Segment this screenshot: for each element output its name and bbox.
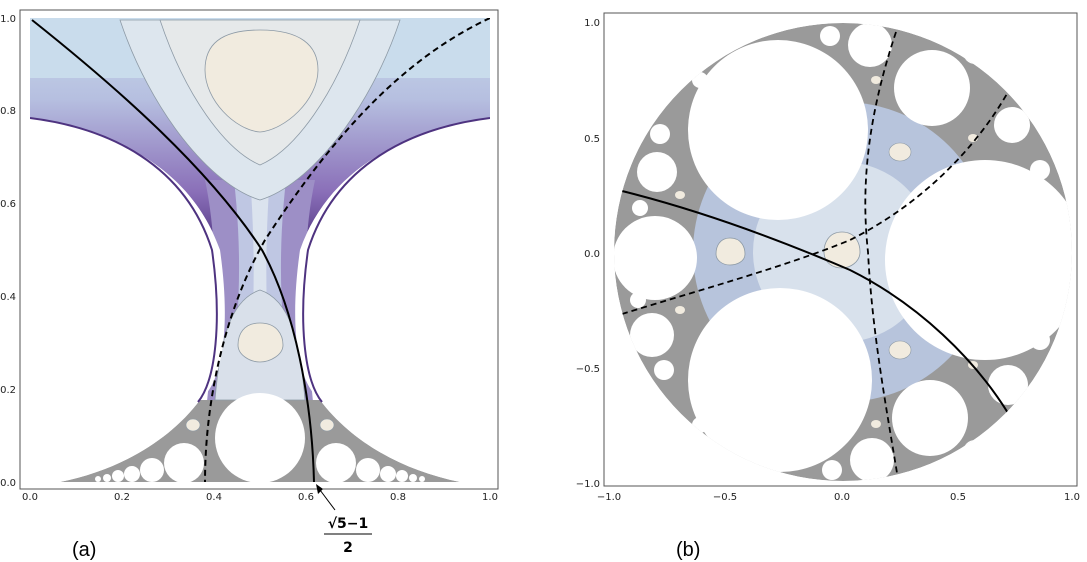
solid-geodesic xyxy=(617,189,1009,414)
dashed-curve xyxy=(204,18,490,482)
hole-left-mid xyxy=(614,216,697,300)
panel-a-x-axis: 0.0 0.2 0.4 0.6 0.8 1.0 xyxy=(22,492,498,503)
mid-center-blob xyxy=(237,322,284,363)
right-white-region xyxy=(295,118,490,482)
hole-r5 xyxy=(409,474,417,482)
left-white-region xyxy=(30,118,225,482)
rim-hole-7 xyxy=(963,40,987,64)
rim-hole-3 xyxy=(630,292,646,308)
b-ytick-0: 1.0 xyxy=(584,18,600,29)
dashed-geodesic-2 xyxy=(864,31,898,474)
hole-l5 xyxy=(103,474,111,482)
a-ytick-5: 1.0 xyxy=(0,14,16,25)
panel-b-y-axis: 1.0 0.5 0.0 −0.5 −1.0 xyxy=(576,18,600,490)
hole-l4 xyxy=(112,470,124,482)
b-xtick-4: 1.0 xyxy=(1064,492,1080,503)
small-blob-b2 xyxy=(871,420,881,428)
b-xtick-0: −1.0 xyxy=(597,492,621,503)
small-blob-b3 xyxy=(675,191,685,199)
small-blob-b1 xyxy=(871,76,881,84)
panel-a-y-axis: 0.0 0.2 0.4 0.6 0.8 1.0 xyxy=(0,14,16,489)
panel-b-contour-plot xyxy=(614,23,1072,481)
hole-top-right xyxy=(894,50,970,126)
left-blob xyxy=(715,237,746,266)
hole-top-left xyxy=(688,40,868,220)
hole-r2 xyxy=(356,458,380,482)
panel-a-contour-plot xyxy=(30,18,490,482)
a-xtick-3: 0.6 xyxy=(298,492,314,503)
hole-l2 xyxy=(140,458,164,482)
rim-hole-10 xyxy=(1030,330,1050,350)
solid-curve xyxy=(31,19,315,482)
b-ytick-2: 0.0 xyxy=(584,249,600,260)
panel-a-frame xyxy=(19,9,499,490)
rim-hole-8 xyxy=(963,440,987,464)
annotation-numerator: √5−1 xyxy=(328,516,369,532)
a-ytick-3: 0.6 xyxy=(0,199,16,210)
a-ytick-0: 0.0 xyxy=(0,478,16,489)
hole-l6 xyxy=(95,476,101,482)
panel-b-frame xyxy=(603,12,1078,487)
lower-right-blob xyxy=(888,340,912,360)
hole-left xyxy=(164,443,204,482)
b-ytick-4: −1.0 xyxy=(576,479,600,490)
small-blob-right xyxy=(319,418,335,432)
hole-bottom-left xyxy=(688,288,872,472)
a-xtick-5: 1.0 xyxy=(482,492,498,503)
a-xtick-4: 0.8 xyxy=(390,492,406,503)
golden-ratio-annotation: √5−1 2 xyxy=(316,484,372,556)
a-xtick-2: 0.4 xyxy=(206,492,222,503)
hole-top-c xyxy=(848,23,892,67)
annotation-arrowhead xyxy=(316,484,323,494)
hole-large xyxy=(215,393,305,482)
hole-r3 xyxy=(380,466,396,482)
left-purple-edge xyxy=(30,117,218,403)
panel-b-label: (b) xyxy=(676,539,700,561)
panel-b-x-axis: −1.0 −0.5 0.0 0.5 1.0 xyxy=(597,492,1080,503)
panel-a-label: (a) xyxy=(72,539,96,561)
hole-bottom-right xyxy=(892,380,968,456)
hole-left-lower xyxy=(630,313,674,357)
dashed-geodesic-1 xyxy=(621,91,1009,315)
rim-hole-5 xyxy=(820,26,840,46)
b-xtick-2: 0.0 xyxy=(834,492,850,503)
panel-a: 0.0 0.2 0.4 0.6 0.8 1.0 0.0 0.2 0.4 0.6 … xyxy=(0,9,499,561)
b-xtick-3: 0.5 xyxy=(950,492,966,503)
a-xtick-0: 0.0 xyxy=(22,492,38,503)
right-purple-edge xyxy=(302,117,490,403)
rim-hole-6 xyxy=(822,460,842,480)
a-ytick-1: 0.2 xyxy=(0,385,16,396)
rim-hole-4 xyxy=(654,360,674,380)
annotation-denominator: 2 xyxy=(343,540,353,556)
upper-right-blob xyxy=(888,142,912,162)
b-ytick-1: 0.5 xyxy=(584,134,600,145)
b-ytick-3: −0.5 xyxy=(576,364,600,375)
hole-bottom-c xyxy=(850,438,894,481)
a-xtick-1: 0.2 xyxy=(114,492,130,503)
a-ytick-2: 0.4 xyxy=(0,292,16,303)
b-xtick-1: −0.5 xyxy=(713,492,737,503)
rim-hole-2 xyxy=(632,200,648,216)
rim-hole-12 xyxy=(692,417,708,433)
center-blob xyxy=(823,231,861,269)
a-ytick-4: 0.8 xyxy=(0,106,16,117)
panel-b: −1.0 −0.5 0.0 0.5 1.0 1.0 0.5 0.0 −0.5 −… xyxy=(576,12,1080,561)
rim-hole-1 xyxy=(650,124,670,144)
hole-right-lower xyxy=(988,365,1028,405)
hole-right xyxy=(885,160,1072,360)
rim-hole-11 xyxy=(692,72,708,88)
small-blob-b4 xyxy=(675,306,685,314)
hole-left-upper xyxy=(637,152,677,192)
hole-r4 xyxy=(396,470,408,482)
top-center-blob xyxy=(204,29,319,133)
rim-hole-9 xyxy=(1030,160,1050,180)
hole-right-upper xyxy=(994,107,1030,143)
hole-r6 xyxy=(419,476,425,482)
hole-right xyxy=(316,443,356,482)
hole-l3 xyxy=(124,466,140,482)
small-blob-left xyxy=(185,418,201,432)
